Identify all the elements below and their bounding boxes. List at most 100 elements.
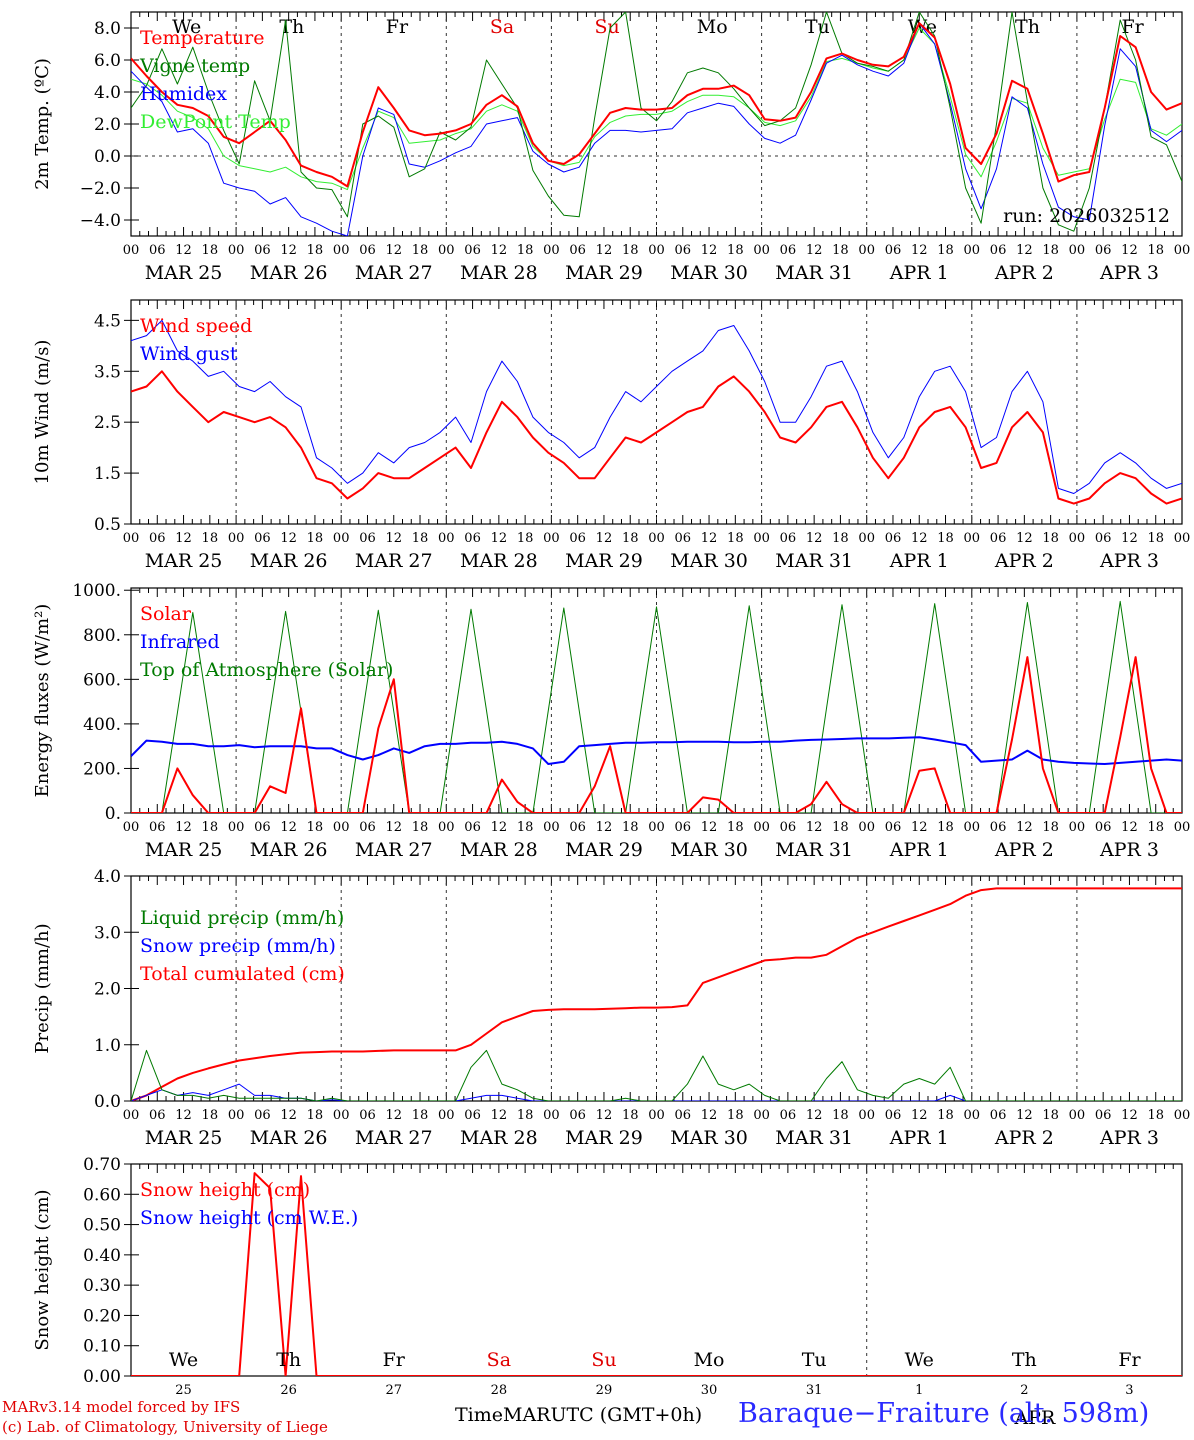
x-hour-label: 00 <box>228 531 245 546</box>
y-tick-label: 4.5 <box>94 311 121 331</box>
x-hour-label: 06 <box>149 820 166 835</box>
x-hour-label: 18 <box>832 820 849 835</box>
x-hour-label: 12 <box>385 1108 402 1123</box>
x-date-label: MAR 30 <box>670 1127 748 1149</box>
x-date-label: MAR 26 <box>250 262 328 284</box>
x-hour-label: 12 <box>701 820 718 835</box>
legend-entry: Infrared <box>140 631 220 653</box>
x-hour-label: 12 <box>911 1108 928 1123</box>
y-tick-label: 0.0 <box>94 147 121 167</box>
x-hour-label: 00 <box>333 243 350 258</box>
x-hour-label: 18 <box>517 1108 534 1123</box>
y-axis-label: 10m Wind (m/s) <box>32 340 53 485</box>
x-hour-label: 12 <box>806 531 823 546</box>
x-hour-label: 06 <box>569 820 586 835</box>
x-hour-label: 18 <box>307 243 324 258</box>
x-hour-label: 18 <box>727 243 744 258</box>
x-hour-label: 06 <box>464 531 481 546</box>
day-name: Tu <box>805 16 830 38</box>
x-date-label: MAR 25 <box>145 1127 223 1149</box>
x-hour-label: 12 <box>491 820 508 835</box>
x-hour-label: 12 <box>1121 531 1138 546</box>
x-hour-label: 00 <box>964 243 981 258</box>
x-hour-label: 12 <box>491 531 508 546</box>
x-hour-label: 18 <box>1147 820 1164 835</box>
x-date-label: APR 1 <box>889 262 949 284</box>
series-snow-height-cm- <box>131 1172 1182 1376</box>
x-hour-label: 06 <box>254 820 271 835</box>
x-hour-label: 00 <box>648 1108 665 1123</box>
day-name: We <box>169 1349 198 1371</box>
x-date-label: APR 2 <box>994 262 1054 284</box>
x-hour-label: 18 <box>517 531 534 546</box>
x-hour-label: 12 <box>911 531 928 546</box>
x-date-label: MAR 28 <box>460 1127 538 1149</box>
x-hour-label: 00 <box>1174 820 1191 835</box>
y-tick-label: 0.30 <box>83 1276 121 1296</box>
x-date-label: MAR 31 <box>775 550 853 572</box>
x-hour-label: 18 <box>202 243 219 258</box>
panel-snow: 0.70 0.60 0.50 0.40 0.30 0.20 0.10 0.00 Snow hei… <box>32 1155 1183 1429</box>
y-tick-label: 2.0 <box>94 980 121 1000</box>
x-date-label: MAR 30 <box>670 262 748 284</box>
x-hour-label: 00 <box>858 820 875 835</box>
y-tick-label: 4.0 <box>94 83 121 103</box>
y-tick-label: 0.20 <box>83 1306 121 1326</box>
y-tick-label: 0.5 <box>94 515 121 535</box>
day-number: 25 <box>175 1383 192 1398</box>
x-hour-label: 18 <box>937 531 954 546</box>
x-date-label: MAR 25 <box>145 839 223 861</box>
legend-entry: Total cumulated (cm) <box>140 963 345 985</box>
series-wind-speed <box>131 370 1182 505</box>
y-tick-label: 8.0 <box>94 19 121 39</box>
x-hour-label: 00 <box>333 820 350 835</box>
x-date-label: APR 2 <box>994 839 1054 861</box>
x-hour-label: 18 <box>1042 243 1059 258</box>
y-tick-label: 400. <box>83 715 121 735</box>
day-name: Fr <box>386 16 409 38</box>
x-hour-label: 06 <box>149 531 166 546</box>
x-hour-label: 06 <box>885 1108 902 1123</box>
day-name: Th <box>1015 16 1040 38</box>
x-hour-label: 18 <box>1042 531 1059 546</box>
x-hour-label: 00 <box>1174 531 1191 546</box>
day-name: Fr <box>383 1349 406 1371</box>
x-hour-label: 18 <box>937 820 954 835</box>
x-hour-label: 00 <box>228 1108 245 1123</box>
x-hour-label: 06 <box>780 820 797 835</box>
x-hour-label: 12 <box>1121 820 1138 835</box>
x-hour-label: 00 <box>1069 531 1086 546</box>
x-hour-label: 00 <box>1069 1108 1086 1123</box>
legend-entry: Snow precip (mm/h) <box>140 935 336 957</box>
y-tick-label: 6.0 <box>94 51 121 71</box>
x-hour-label: 18 <box>622 820 639 835</box>
x-hour-label: 06 <box>885 820 902 835</box>
y-tick-label: 3.0 <box>94 923 121 943</box>
x-hour-label: 00 <box>753 243 770 258</box>
x-hour-label: 06 <box>464 243 481 258</box>
day-name: Fr <box>1121 16 1144 38</box>
x-hour-label: 18 <box>412 243 429 258</box>
x-hour-label: 00 <box>858 243 875 258</box>
x-date-label: APR 3 <box>1099 550 1159 572</box>
x-hour-label: 18 <box>622 531 639 546</box>
x-hour-label: 00 <box>964 820 981 835</box>
lab-credit: (c) Lab. of Climatology, University of L… <box>2 1418 328 1436</box>
x-date-label: APR 2 <box>994 1127 1054 1149</box>
day-number: 30 <box>701 1383 718 1398</box>
legend-entry: DewPoint Temp <box>140 111 291 133</box>
day-name: Th <box>1012 1349 1037 1371</box>
x-hour-label: 00 <box>438 1108 455 1123</box>
x-date-label: MAR 25 <box>145 262 223 284</box>
x-date-label: MAR 26 <box>250 550 328 572</box>
x-hour-label: 00 <box>438 243 455 258</box>
x-hour-label: 00 <box>858 531 875 546</box>
x-hour-label: 06 <box>1095 820 1112 835</box>
series-dewpoint-temp <box>131 27 1182 191</box>
x-hour-label: 06 <box>885 243 902 258</box>
x-hour-label: 00 <box>1174 243 1191 258</box>
x-date-label: APR 2 <box>994 550 1054 572</box>
x-hour-label: 12 <box>806 820 823 835</box>
x-hour-label: 00 <box>543 531 560 546</box>
